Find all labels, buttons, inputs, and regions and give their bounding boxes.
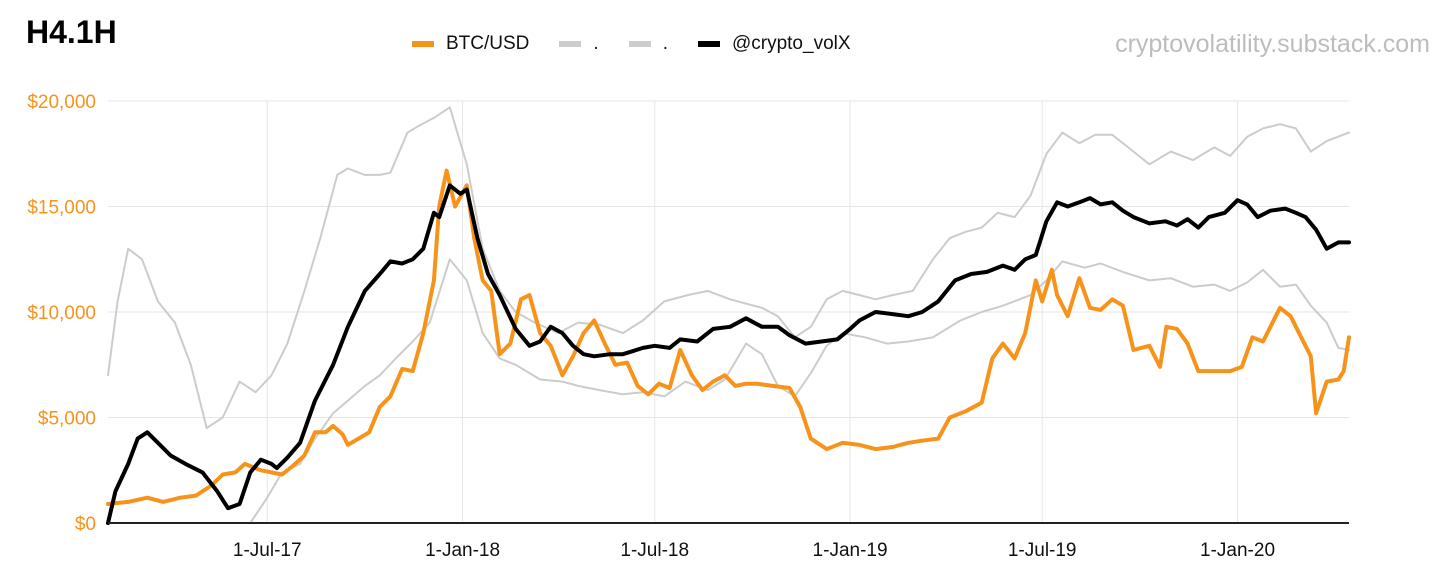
series-line-upper-band — [107, 106, 1350, 430]
legend-swatch-vol — [697, 41, 720, 47]
x-tick-label: 1-Jul-19 — [1008, 540, 1077, 561]
legend-label-lower-band: . — [662, 33, 668, 54]
y-tick-label: $15,000 — [27, 198, 96, 219]
legend-item-lower-band[interactable]: . — [628, 33, 668, 55]
y-tick-label: $0 — [75, 514, 96, 535]
series-line-vol — [106, 183, 1351, 525]
legend-swatch-lower-band — [628, 41, 651, 47]
legend-item-upper-band[interactable]: . — [559, 33, 599, 55]
y-tick-label: $5,000 — [38, 409, 96, 430]
y-tick-label: $10,000 — [27, 303, 96, 324]
legend: BTC/USD . . @crypto_volX — [412, 33, 881, 55]
x-tick-label: 1-Jan-18 — [425, 540, 500, 561]
x-tick-label: 1-Jul-17 — [233, 540, 302, 561]
y-tick-label: $20,000 — [27, 92, 96, 113]
legend-label-vol: @crypto_volX — [731, 33, 851, 54]
legend-swatch-btc — [412, 41, 434, 47]
x-tick-label: 1-Jul-18 — [620, 540, 689, 561]
series-line-lower-band — [249, 258, 1350, 524]
legend-label-btc: BTC/USD — [446, 33, 530, 54]
series-line-btc — [106, 168, 1351, 506]
legend-item-btc[interactable]: BTC/USD — [412, 33, 529, 55]
legend-item-vol[interactable]: @crypto_volX — [697, 33, 851, 55]
source-credit: cryptovolatility.substack.com — [1115, 30, 1430, 58]
legend-swatch-upper-band — [559, 41, 582, 47]
legend-label-upper-band: . — [593, 33, 599, 54]
x-tick-label: 1-Jan-20 — [1200, 540, 1275, 561]
chart-title: H4.1H — [26, 14, 117, 50]
x-tick-label: 1-Jan-19 — [813, 540, 888, 561]
